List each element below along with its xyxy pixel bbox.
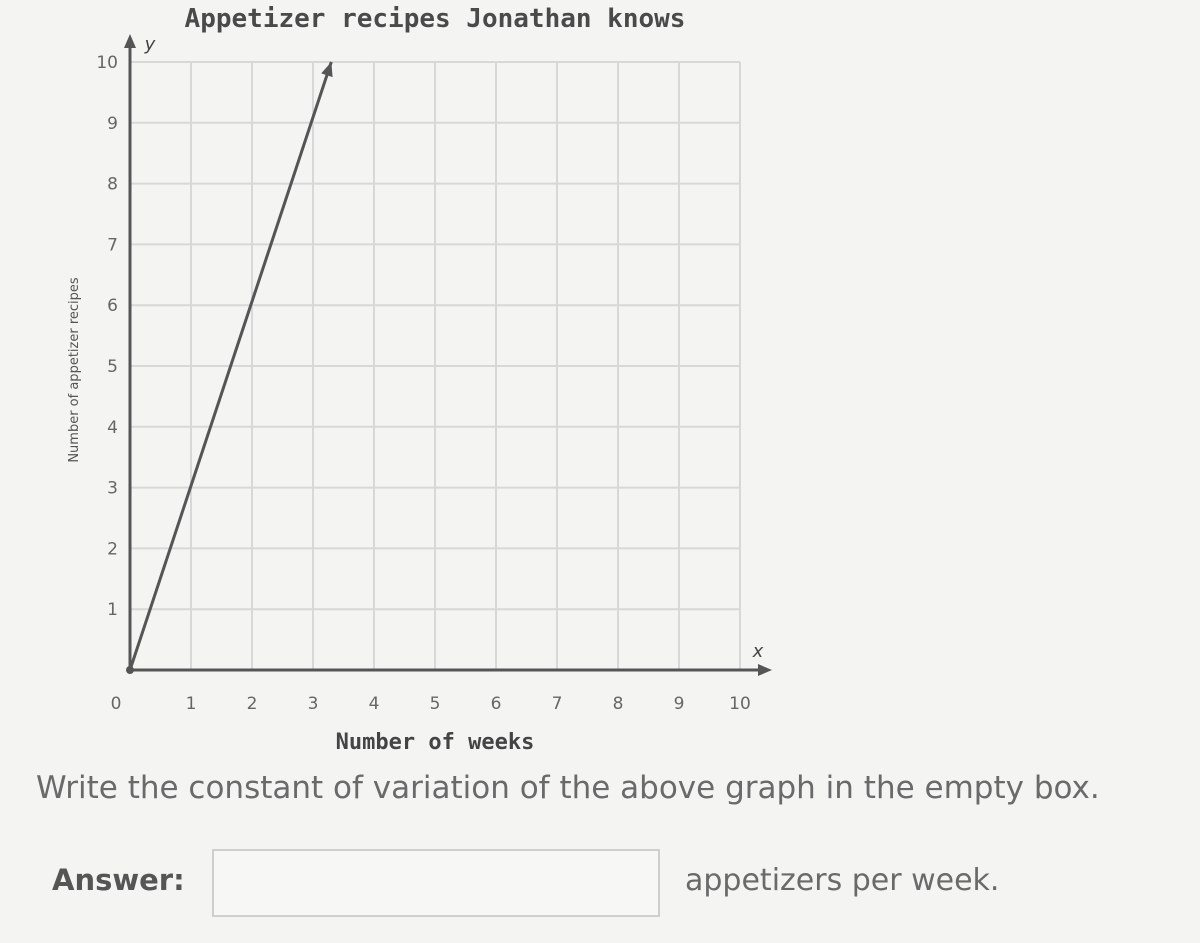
x-axis-label: Number of weeks (336, 730, 535, 755)
y-tick-label: 4 (107, 418, 118, 438)
x-tick-label: 9 (674, 694, 685, 714)
x-axis-letter: x (752, 641, 764, 662)
y-tick-label: 9 (107, 114, 118, 134)
x-tick-label: 6 (491, 694, 502, 714)
x-tick-label: 2 (247, 694, 258, 714)
series-arrow (321, 62, 333, 78)
y-tick-label: 10 (96, 53, 118, 73)
unit-label: appetizers per week. (685, 863, 1000, 898)
chart-ticks: 0 1 2 3 4 5 6 7 8 9 10 1 2 3 4 5 6 7 8 9 10 (96, 53, 750, 714)
chart-axes (124, 34, 772, 676)
x-tick-label: 5 (430, 694, 441, 714)
x-tick-label: 0 (111, 694, 122, 714)
y-tick-label: 2 (107, 539, 118, 559)
chart-series (126, 61, 333, 674)
chart-title: Appetizer recipes Jonathan knows (185, 4, 686, 34)
x-tick-label: 1 (186, 694, 197, 714)
chart: 0 1 2 3 4 5 6 7 8 9 10 1 2 3 4 5 6 7 8 9 10 Appetizer recipe… (67, 4, 772, 755)
y-axis-arrow (124, 34, 136, 48)
x-tick-label: 7 (552, 694, 563, 714)
series-line (128, 61, 333, 671)
series-start-point (126, 666, 134, 674)
y-tick-label: 5 (107, 357, 118, 377)
y-tick-label: 8 (107, 175, 118, 195)
answer-label: Answer: (52, 863, 185, 897)
question-prompt: Write the constant of variation of the a… (36, 770, 1100, 806)
chart-grid (130, 61, 741, 670)
x-axis-arrow (758, 664, 772, 676)
x-tick-label: 8 (613, 694, 624, 714)
y-tick-label: 7 (107, 235, 118, 255)
x-tick-label: 3 (308, 694, 319, 714)
y-tick-label: 3 (107, 479, 118, 499)
x-tick-label: 10 (729, 694, 751, 714)
y-axis-letter: y (144, 34, 156, 55)
y-tick-label: 1 (107, 600, 118, 620)
answer-input[interactable] (212, 849, 660, 917)
y-tick-label: 6 (107, 296, 118, 316)
x-tick-label: 4 (369, 694, 380, 714)
y-axis-label: Number of appetizer recipes (67, 277, 82, 463)
